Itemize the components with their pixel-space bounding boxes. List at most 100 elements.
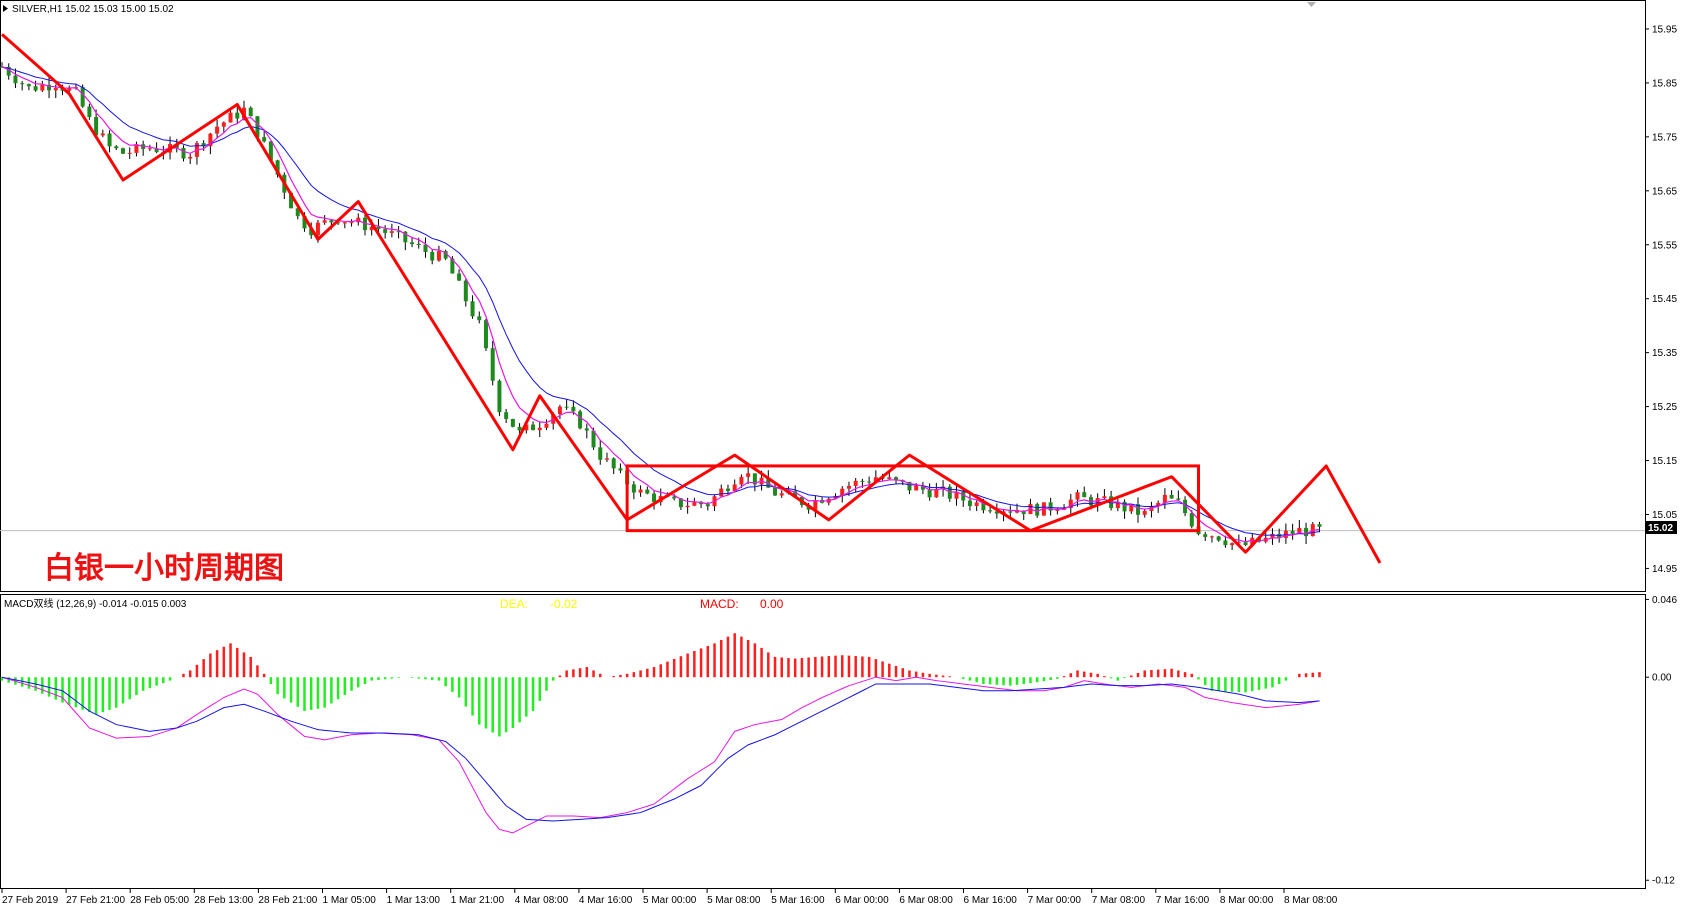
- macd-header: MACD双线 (12,26,9) -0.014 -0.015 0.003: [4, 597, 187, 610]
- time-tick-label: 7 Mar 08:00: [1092, 895, 1146, 906]
- candle-body: [1122, 501, 1127, 512]
- candle-body: [289, 192, 294, 209]
- candle-body: [766, 477, 771, 488]
- candle-body: [517, 426, 522, 431]
- dea-label: DEA:: [500, 597, 528, 611]
- scroll-marker-icon[interactable]: [1307, 2, 1316, 7]
- time-tick-label: 7 Mar 16:00: [1156, 895, 1210, 906]
- candle-body: [1129, 504, 1134, 512]
- candle-body: [349, 222, 354, 224]
- candle-body: [1216, 536, 1221, 541]
- candle-body: [1015, 510, 1020, 513]
- candle-body: [557, 406, 562, 415]
- time-tick-label: 28 Feb 13:00: [194, 895, 253, 906]
- candle-body: [531, 424, 536, 431]
- candle-body: [1055, 509, 1060, 511]
- candle-body: [894, 477, 899, 481]
- candle-body: [739, 476, 744, 485]
- candle-body: [235, 112, 240, 119]
- candle-body: [342, 222, 347, 224]
- candle-body: [705, 504, 710, 507]
- candle-body: [510, 418, 515, 427]
- time-tick-label: 5 Mar 16:00: [771, 895, 825, 906]
- candle-body: [376, 226, 381, 230]
- candle-body: [645, 489, 650, 494]
- time-axis: 27 Feb 2019 27 Feb 21:00 28 Feb 05:00 28 Fe…: [1, 889, 1338, 906]
- current-price-label: 15.02: [1648, 523, 1673, 534]
- candle-body: [1176, 498, 1181, 500]
- candle-body: [719, 488, 724, 497]
- candle-body: [591, 430, 596, 448]
- candle-body: [450, 258, 455, 274]
- candle-body: [1230, 543, 1235, 546]
- signal-line: [1, 676, 1320, 822]
- candle-body: [443, 251, 448, 259]
- candle-body: [94, 116, 99, 136]
- candle-body: [302, 216, 307, 229]
- candle-body: [20, 83, 25, 85]
- candle-body: [255, 116, 260, 138]
- macd-tick-label: -0.12: [1652, 876, 1675, 887]
- candle-body: [920, 485, 925, 490]
- candle-body: [416, 244, 421, 246]
- candle-body: [907, 481, 912, 491]
- macd-histogram: [0, 633, 1321, 737]
- candle-body: [685, 505, 690, 508]
- candle-body: [201, 143, 206, 147]
- candle-body: [127, 152, 132, 154]
- price-tick-label: 15.95: [1652, 24, 1677, 35]
- candle-body: [887, 477, 892, 479]
- candle-body: [47, 84, 52, 91]
- candle-body: [678, 498, 683, 508]
- candle-body: [840, 488, 845, 496]
- time-tick-label: 1 Mar 13:00: [387, 895, 441, 906]
- candle-body: [396, 231, 401, 233]
- candle-body: [1304, 527, 1309, 537]
- candle-body: [1102, 496, 1107, 499]
- candle-body: [813, 500, 818, 510]
- chart-caption: 白银一小时周期图: [44, 551, 284, 586]
- candle-body: [275, 160, 280, 175]
- time-tick-label: 5 Mar 00:00: [643, 895, 697, 906]
- candle-body: [504, 412, 509, 419]
- candle-body: [988, 510, 993, 512]
- candle-body: [1223, 540, 1228, 546]
- candle-body: [1115, 501, 1120, 509]
- trend-zigzag-line: [1, 33, 1382, 564]
- macd-line: [1, 676, 1320, 834]
- candle-body: [457, 273, 462, 281]
- time-tick-label: 1 Mar 05:00: [323, 895, 377, 906]
- candle-body: [134, 144, 139, 153]
- candle-body: [1290, 530, 1295, 534]
- candle-body: [80, 87, 85, 107]
- candle-body: [423, 244, 428, 252]
- candle-body: [100, 133, 105, 136]
- candle-body: [638, 489, 643, 493]
- price-tick-label: 15.75: [1652, 132, 1677, 143]
- time-tick-label: 8 Mar 00:00: [1220, 895, 1274, 906]
- candle-body: [652, 493, 657, 503]
- symbol-arrow-icon: [3, 5, 8, 12]
- candle-body: [147, 148, 152, 150]
- candle-body: [564, 406, 569, 408]
- candle-body: [1136, 504, 1141, 515]
- candle-body: [1048, 502, 1053, 511]
- candle-body: [1189, 513, 1194, 527]
- candle-body: [107, 133, 112, 147]
- candle-body: [114, 146, 119, 149]
- time-tick-label: 6 Mar 08:00: [899, 895, 953, 906]
- candle-body: [927, 489, 932, 498]
- candle-body: [262, 137, 267, 142]
- candle-body: [631, 484, 636, 493]
- candle-body: [87, 106, 92, 117]
- macd-value: 0.00: [760, 597, 784, 611]
- candle-body: [188, 156, 193, 159]
- candle-body: [295, 208, 300, 217]
- price-tick-label: 15.85: [1652, 78, 1677, 89]
- price-tick-label: 15.65: [1652, 186, 1677, 197]
- price-tick-label: 14.95: [1652, 564, 1677, 575]
- candle-body: [268, 141, 273, 161]
- candle-body: [228, 112, 233, 123]
- candle-body: [578, 411, 583, 429]
